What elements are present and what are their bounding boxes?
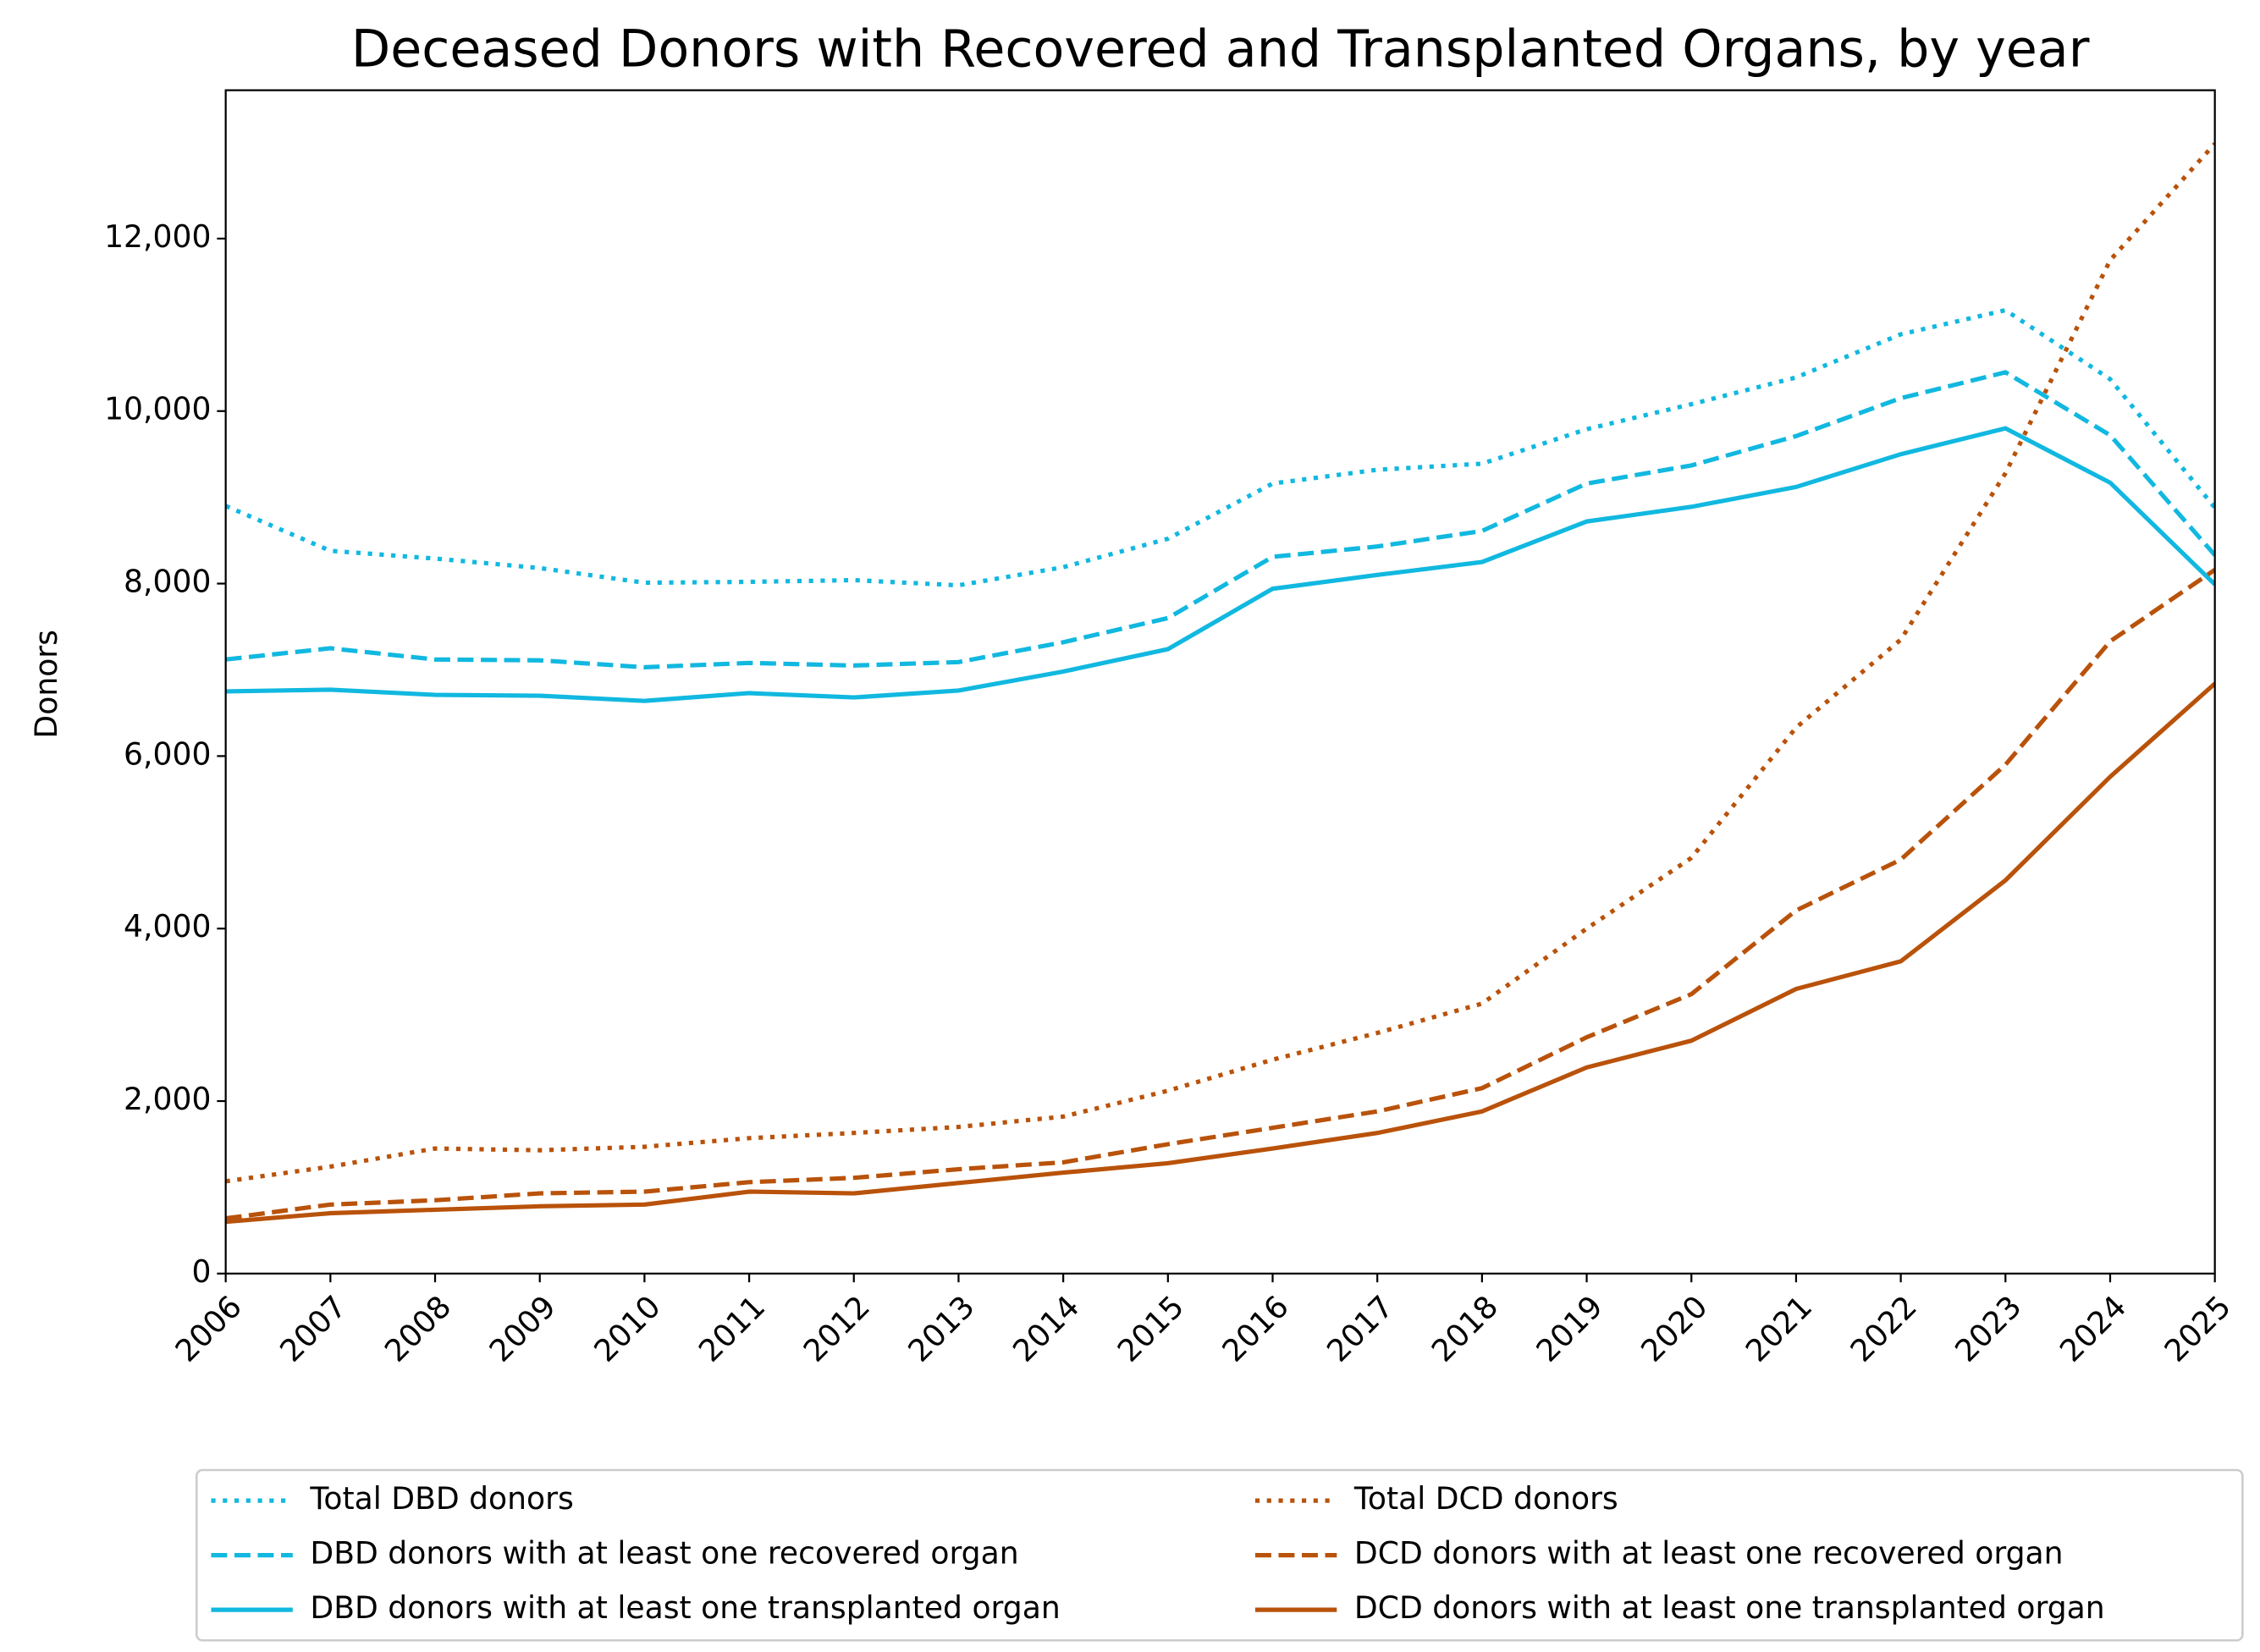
legend [195,1468,2244,1642]
legend-label: DBD donors with at least one transplante… [310,1589,1060,1626]
y-tick-label: 8,000 [124,564,211,600]
legend-label: DBD donors with at least one recovered o… [310,1535,1018,1572]
y-tick-label: 12,000 [104,218,211,255]
series-line [225,307,2215,588]
y-tick-label: 10,000 [104,391,211,427]
plot-frame [224,89,2216,1275]
series-line [225,426,2215,703]
series-line [225,370,2215,669]
y-tick-label: 2,000 [124,1081,211,1117]
series-line [225,681,2215,1225]
series-line [225,142,2215,1184]
legend-label: Total DBD donors [309,1480,573,1517]
legend-label: DCD donors with at least one transplante… [1354,1589,2105,1626]
legend-label: Total DCD donors [1353,1480,1618,1517]
series-line [225,568,2215,1221]
y-tick-label: 0 [191,1253,211,1290]
y-axis-label: Donors [28,630,64,739]
y-tick-label: 4,000 [124,908,211,944]
legend-label: DCD donors with at least one recovered o… [1354,1535,2064,1572]
chart-title: Deceased Donors with Recovered and Trans… [351,20,2090,80]
y-tick-label: 6,000 [124,735,211,772]
